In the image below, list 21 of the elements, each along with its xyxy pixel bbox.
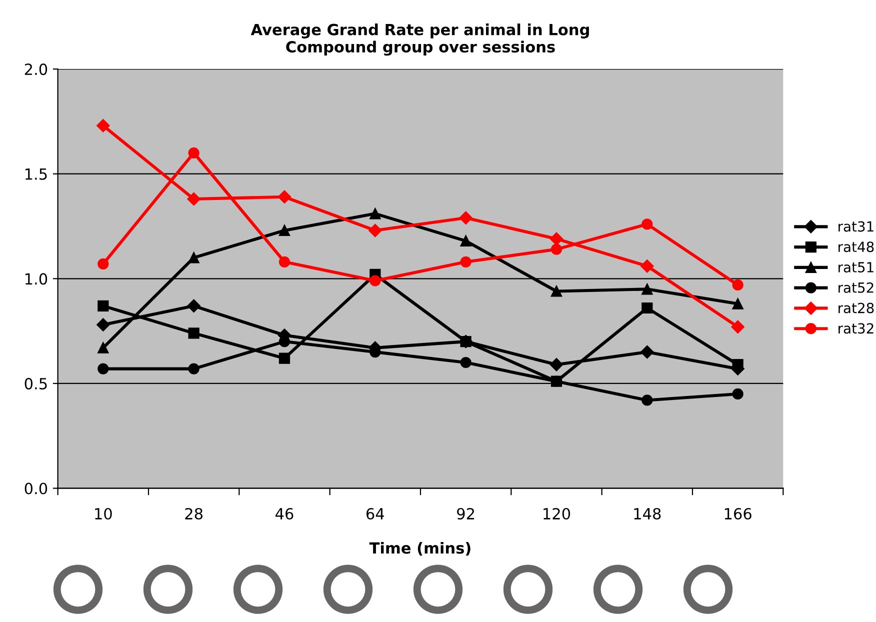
legend-label: rat28 [838,302,874,314]
x-tick-label: 64 [366,508,384,520]
y-tick-label: 2.0 [24,64,48,76]
x-tick-label: 46 [276,508,294,520]
legend-label: rat31 [838,221,874,232]
y-tick-label: 1.5 [25,168,47,180]
legend-label: rat32 [838,323,874,334]
x-tick-label: 120 [544,508,570,520]
y-tick-label: 0.5 [24,378,47,390]
y-tick-label: 1.0 [25,273,48,285]
legend-label: rat51 [838,262,874,272]
legend-label: rat48 [838,242,874,252]
chart-title: Average Grand Rate per animal in Long Compound group over sessions [250,24,589,56]
x-tick-label: 28 [185,508,202,520]
legend-label: rat52 [838,282,874,293]
x-tick-label: 10 [95,508,112,520]
x-tick-label: 166 [724,508,752,520]
x-axis-title: Time (mins) [369,542,470,556]
x-tick-label: 92 [457,508,474,520]
x-tick-label: 148 [634,508,661,520]
y-tick-label: 0.0 [24,482,48,494]
